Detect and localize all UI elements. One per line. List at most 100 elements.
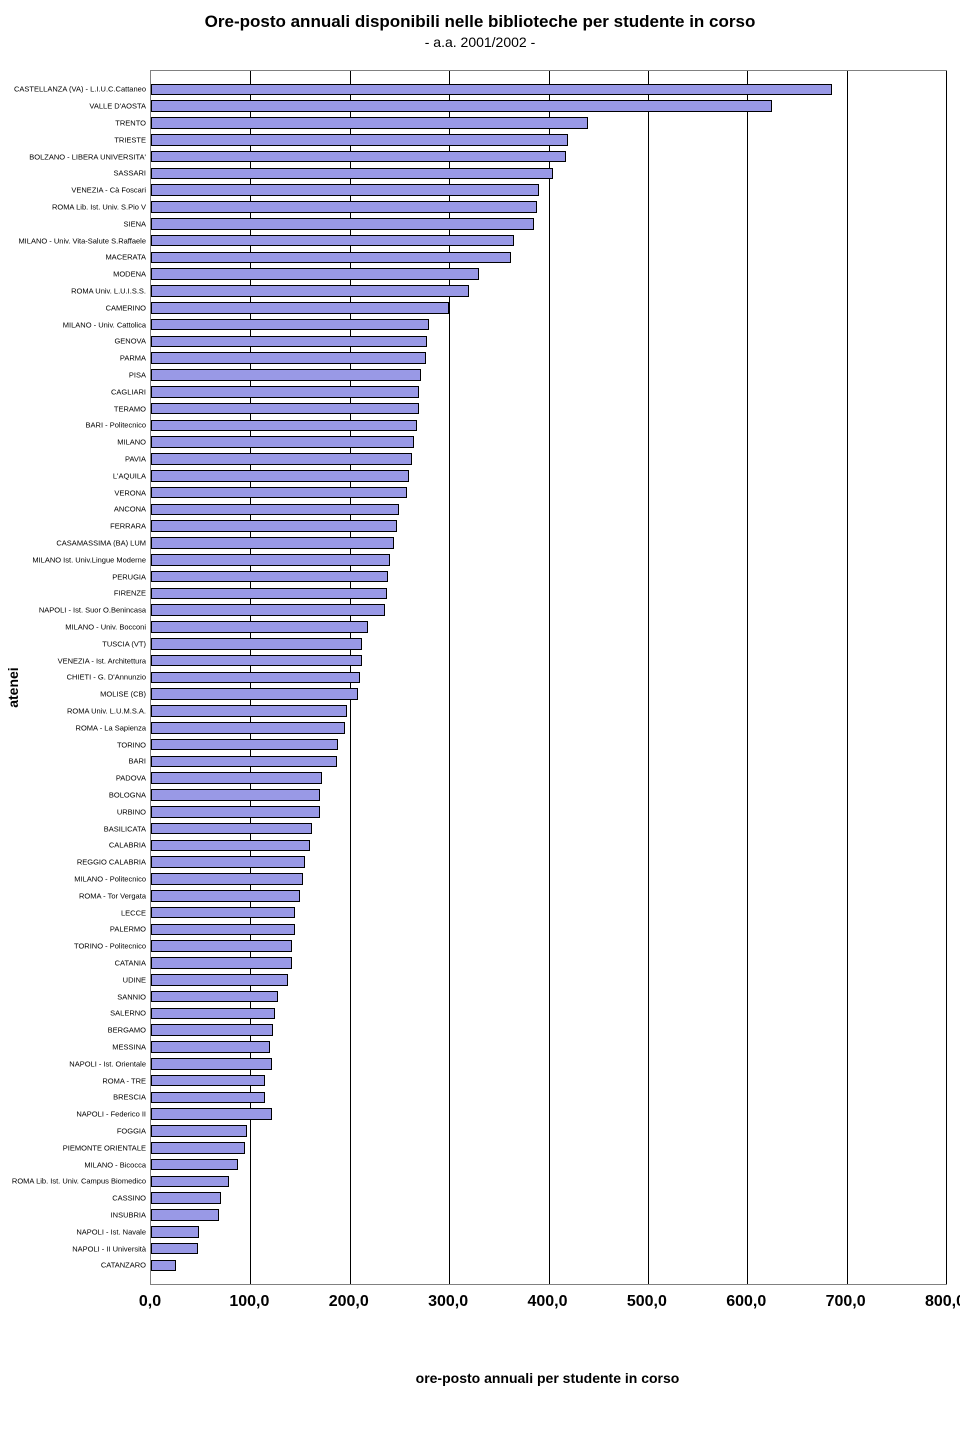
category-label: SANNIO [117, 993, 151, 1001]
bar [151, 806, 320, 817]
bar [151, 201, 537, 212]
category-label: SALERNO [110, 1010, 151, 1018]
category-label: MILANO - Bicocca [84, 1161, 151, 1169]
category-label: INSUBRIA [111, 1211, 151, 1219]
bar [151, 638, 362, 649]
bar [151, 386, 419, 397]
bar [151, 1008, 275, 1019]
bar [151, 856, 305, 867]
bar [151, 537, 394, 548]
category-label: TUSCIA (VT) [102, 640, 151, 648]
bar [151, 336, 427, 347]
category-label: CASAMASSIMA (BA) LUM [56, 539, 151, 547]
bar [151, 940, 292, 951]
bar [151, 420, 417, 431]
bar [151, 453, 412, 464]
bar [151, 688, 358, 699]
x-tick-label: 400,0 [527, 1293, 567, 1311]
category-label: URBINO [117, 808, 151, 816]
x-tick-label: 600,0 [726, 1293, 766, 1311]
gridline [847, 71, 848, 1284]
y-axis-title: atenei [5, 667, 21, 707]
category-label: BARI [128, 758, 151, 766]
category-label: PADOVA [116, 774, 151, 782]
bar [151, 1243, 198, 1254]
x-tick-label: 200,0 [329, 1293, 369, 1311]
bar [151, 739, 338, 750]
bar [151, 1209, 219, 1220]
bar [151, 235, 514, 246]
bar [151, 504, 399, 515]
category-label: MILANO - Politecnico [74, 875, 151, 883]
bar [151, 84, 832, 95]
category-label: BERGAMO [108, 1026, 151, 1034]
bar [151, 772, 322, 783]
category-label: UDINE [123, 976, 151, 984]
category-label: SIENA [123, 220, 151, 228]
category-label: PISA [129, 371, 151, 379]
bar [151, 302, 449, 313]
category-label: NAPOLI - Ist. Orientale [69, 1060, 151, 1068]
category-label: CAGLIARI [111, 388, 151, 396]
bar [151, 268, 479, 279]
category-label: ROMA Lib. Ist. Univ. Campus Biomedico [12, 1178, 151, 1186]
bar [151, 168, 553, 179]
bar [151, 873, 303, 884]
category-label: CALABRIA [109, 842, 151, 850]
bar [151, 487, 407, 498]
x-tick-label: 500,0 [627, 1293, 667, 1311]
chart-subtitle: - a.a. 2001/2002 - [0, 32, 960, 70]
category-label: CATANZARO [101, 1262, 151, 1270]
bar [151, 100, 772, 111]
category-label: TORINO - Politecnico [74, 942, 151, 950]
chart-title: Ore-posto annuali disponibili nelle bibl… [0, 0, 960, 32]
bar [151, 588, 387, 599]
x-tick-label: 800,0 [925, 1293, 960, 1311]
gridline [946, 71, 947, 1284]
category-label: CATANIA [115, 959, 151, 967]
x-tick-label: 300,0 [428, 1293, 468, 1311]
x-tick-label: 100,0 [229, 1293, 269, 1311]
category-label: SASSARI [113, 170, 151, 178]
category-label: BARI - Politecnico [86, 422, 151, 430]
bar [151, 957, 292, 968]
category-label: FOGGIA [117, 1127, 151, 1135]
x-tick-label: 700,0 [826, 1293, 866, 1311]
category-label: PARMA [120, 354, 151, 362]
x-axis-title: ore-posto annuali per studente in corso [150, 1325, 945, 1386]
category-label: MOLISE (CB) [100, 690, 151, 698]
bar [151, 655, 362, 666]
category-label: NAPOLI - Federico II [76, 1110, 151, 1118]
category-label: GENOVA [114, 338, 151, 346]
bar [151, 924, 295, 935]
bar [151, 1108, 272, 1119]
bar [151, 151, 566, 162]
category-label: PAVIA [125, 455, 151, 463]
bar [151, 604, 385, 615]
category-label: NAPOLI - Ist. Suor O.Benincasa [39, 606, 151, 614]
category-label: TRIESTE [114, 136, 151, 144]
category-label: BASILICATA [104, 825, 151, 833]
bar [151, 1125, 247, 1136]
bar [151, 890, 300, 901]
category-label: CASTELLANZA (VA) - L.I.U.C.Cattaneo [14, 86, 151, 94]
bar [151, 1176, 229, 1187]
bar [151, 1058, 272, 1069]
category-label: FIRENZE [114, 590, 151, 598]
bar [151, 117, 588, 128]
category-label: ROMA - TRE [102, 1077, 151, 1085]
category-label: MODENA [113, 270, 151, 278]
bar [151, 319, 429, 330]
category-label: TORINO [117, 741, 151, 749]
bar [151, 722, 345, 733]
bar [151, 1075, 265, 1086]
category-label: ROMA - La Sapienza [76, 724, 151, 732]
category-label: LECCE [121, 909, 151, 917]
category-label: MILANO [117, 438, 151, 446]
bar [151, 672, 360, 683]
bar [151, 705, 347, 716]
category-label: MILANO - Univ. Bocconi [65, 623, 151, 631]
bar [151, 974, 288, 985]
bar [151, 756, 337, 767]
category-label: MILANO - Univ. Cattolica [63, 321, 151, 329]
